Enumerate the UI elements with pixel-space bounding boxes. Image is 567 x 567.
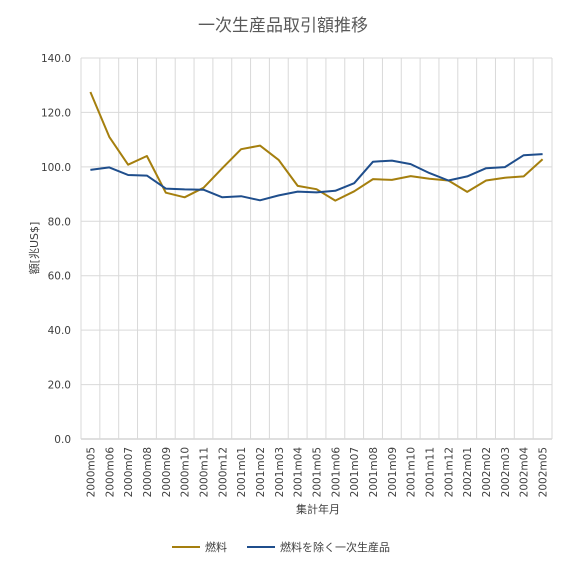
- x-tick-label: 2001m01: [236, 447, 248, 497]
- x-tick-label: 2000m09: [161, 447, 173, 497]
- series-line-2: [90, 153, 543, 202]
- grid-lines: [80, 57, 553, 440]
- x-tick-label: 2001m12: [443, 447, 455, 497]
- x-tick-label: 2001m08: [368, 447, 380, 497]
- x-tick-label: 2002m04: [519, 447, 531, 498]
- x-tick-label: 2000m06: [104, 447, 116, 498]
- x-tick-label: 2001m09: [387, 447, 399, 497]
- legend: 燃料 燃料を除く一次生産品: [172, 540, 390, 554]
- x-tick-label: 2001m10: [406, 447, 418, 497]
- x-axis-title: 集計年月: [296, 502, 340, 516]
- x-tick-label: 2001m07: [349, 447, 361, 497]
- y-axis-title: 額[兆US$]: [28, 222, 41, 275]
- x-tick-label: 2001m03: [274, 447, 286, 497]
- x-tick-label: 2000m10: [180, 447, 192, 497]
- y-tick-label: 40.0: [48, 325, 71, 337]
- x-tick-label: 2002m01: [462, 447, 474, 497]
- x-tick-label: 2001m06: [330, 447, 342, 498]
- y-tick-label: 140.0: [41, 53, 71, 65]
- y-axis-ticks: 0.0 20.0 40.0 60.0 80.0 100.0 120.0 140.0: [41, 53, 71, 446]
- chart-title: 一次生産品取引額推移: [198, 16, 368, 36]
- x-tick-label: 2001m02: [255, 447, 267, 497]
- y-tick-label: 120.0: [41, 107, 71, 119]
- x-tick-label: 2002m02: [481, 447, 493, 497]
- series-line-1: [89, 91, 544, 202]
- x-tick-label: 2000m05: [85, 447, 97, 497]
- y-tick-label: 100.0: [41, 162, 71, 174]
- x-tick-label: 2000m11: [198, 447, 210, 497]
- x-tick-label: 2001m05: [312, 447, 324, 497]
- y-tick-label: 80.0: [48, 216, 71, 228]
- x-tick-label: 2000m08: [142, 447, 154, 497]
- x-tick-label: 2000m12: [217, 447, 229, 497]
- x-tick-label: 2001m04: [293, 447, 305, 498]
- series-lines: [89, 91, 544, 202]
- legend-label: 燃料を除く一次生産品: [280, 540, 390, 554]
- y-tick-label: 20.0: [48, 380, 71, 392]
- x-tick-label: 2002m03: [500, 447, 512, 497]
- x-tick-label: 2001m11: [425, 447, 437, 497]
- legend-label: 燃料: [205, 540, 227, 554]
- y-tick-label: 0.0: [54, 434, 71, 446]
- x-tick-label: 2000m07: [123, 447, 135, 497]
- x-tick-label: 2002m05: [538, 447, 550, 497]
- y-tick-label: 60.0: [48, 271, 71, 283]
- x-axis-ticks: 2000m05 2000m06 2000m07 2000m08 2000m09 2000m…: [85, 447, 549, 498]
